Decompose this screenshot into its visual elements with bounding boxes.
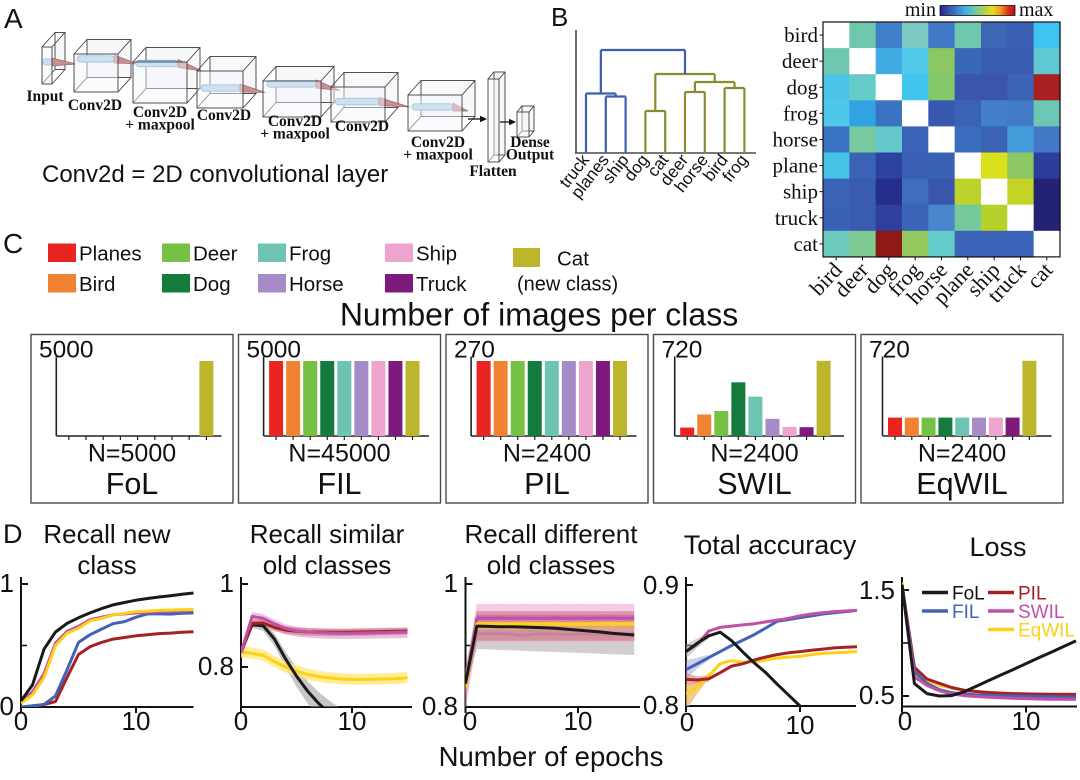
- svg-text:0.5: 0.5: [859, 680, 895, 710]
- svg-text:5000: 5000: [247, 337, 302, 364]
- svg-text:C: C: [3, 228, 23, 259]
- svg-text:frog: frog: [783, 101, 818, 125]
- svg-text:FIL: FIL: [317, 467, 361, 501]
- svg-text:Conv2D: Conv2D: [268, 113, 322, 130]
- svg-text:Total accuracy: Total accuracy: [684, 530, 857, 560]
- svg-text:Output: Output: [506, 147, 555, 164]
- svg-text:max: max: [1019, 0, 1053, 21]
- svg-text:10: 10: [564, 706, 593, 736]
- svg-text:+ maxpool: + maxpool: [403, 147, 473, 164]
- svg-text:Ship: Ship: [416, 243, 457, 266]
- svg-text:Truck: Truck: [416, 273, 467, 296]
- svg-text:Conv2d = 2D convolutional laye: Conv2d = 2D convolutional layer: [42, 161, 388, 188]
- svg-text:D: D: [3, 519, 23, 549]
- svg-text:N=2400: N=2400: [503, 440, 591, 468]
- svg-text:Recall different: Recall different: [465, 519, 639, 549]
- svg-text:Planes: Planes: [79, 243, 142, 266]
- svg-text:Frog: Frog: [289, 243, 331, 266]
- svg-text:0: 0: [463, 706, 477, 736]
- svg-text:SWIL: SWIL: [1018, 602, 1064, 623]
- svg-text:truck: truck: [775, 206, 819, 230]
- svg-text:1.5: 1.5: [859, 575, 895, 605]
- svg-text:0: 0: [0, 691, 14, 721]
- svg-text:Conv2D: Conv2D: [197, 107, 251, 124]
- svg-text:0.8: 0.8: [643, 690, 679, 720]
- svg-text:(new class): (new class): [517, 274, 618, 296]
- svg-text:N=2400: N=2400: [918, 440, 1006, 468]
- svg-text:Horse: Horse: [289, 273, 344, 296]
- svg-text:cat: cat: [794, 232, 819, 256]
- svg-text:bird: bird: [784, 23, 818, 47]
- svg-text:horse: horse: [773, 127, 819, 151]
- svg-text:270: 270: [454, 337, 495, 364]
- svg-text:5000: 5000: [39, 337, 94, 364]
- svg-text:720: 720: [662, 337, 703, 364]
- svg-text:Number of epochs: Number of epochs: [439, 741, 664, 772]
- svg-text:PIL: PIL: [1018, 584, 1047, 605]
- svg-text:N=45000: N=45000: [288, 440, 390, 468]
- svg-text:Conv2D: Conv2D: [133, 104, 187, 121]
- svg-text:dog: dog: [787, 75, 819, 99]
- svg-text:FIL: FIL: [952, 602, 979, 623]
- svg-text:10: 10: [786, 710, 815, 740]
- svg-text:Deer: Deer: [193, 243, 238, 266]
- svg-text:Input: Input: [26, 88, 64, 105]
- svg-text:0: 0: [14, 706, 28, 736]
- svg-text:Conv2D: Conv2D: [411, 134, 465, 151]
- svg-text:Recall similar: Recall similar: [250, 519, 405, 549]
- svg-text:Flatten: Flatten: [469, 163, 517, 180]
- svg-text:SWIL: SWIL: [717, 467, 792, 501]
- svg-text:old classes: old classes: [487, 550, 616, 580]
- svg-text:Number of images per class: Number of images per class: [340, 297, 738, 333]
- svg-text:0.9: 0.9: [643, 570, 679, 600]
- svg-text:A: A: [4, 3, 23, 34]
- svg-text:+ maxpool: + maxpool: [125, 117, 195, 134]
- svg-text:B: B: [551, 2, 568, 32]
- svg-text:+ maxpool: + maxpool: [260, 126, 330, 143]
- svg-text:plane: plane: [773, 154, 818, 178]
- svg-text:PIL: PIL: [524, 467, 570, 501]
- svg-text:EqWIL: EqWIL: [1018, 621, 1075, 642]
- svg-text:0.8: 0.8: [422, 691, 458, 721]
- svg-text:deer: deer: [782, 49, 818, 73]
- svg-text:10: 10: [1012, 706, 1041, 736]
- svg-text:10: 10: [122, 706, 151, 736]
- svg-text:ship: ship: [783, 180, 818, 204]
- svg-text:Conv2D: Conv2D: [68, 97, 122, 114]
- svg-text:N=5000: N=5000: [88, 440, 176, 468]
- svg-text:0.8: 0.8: [198, 651, 234, 681]
- svg-text:1: 1: [0, 568, 14, 598]
- svg-text:class: class: [77, 550, 136, 580]
- svg-text:FoL: FoL: [106, 467, 159, 501]
- svg-text:0: 0: [680, 707, 694, 737]
- svg-text:0: 0: [898, 706, 912, 736]
- svg-text:Dog: Dog: [193, 273, 231, 296]
- svg-text:0: 0: [234, 706, 248, 736]
- svg-text:1: 1: [220, 568, 234, 598]
- svg-text:Bird: Bird: [79, 273, 115, 296]
- svg-text:min: min: [905, 0, 936, 21]
- svg-text:FoL: FoL: [952, 584, 985, 605]
- svg-text:N=2400: N=2400: [710, 440, 798, 468]
- svg-text:Cat: Cat: [557, 248, 589, 271]
- svg-text:Loss: Loss: [969, 532, 1026, 562]
- svg-text:EqWIL: EqWIL: [916, 467, 1008, 501]
- svg-text:10: 10: [338, 706, 367, 736]
- svg-text:720: 720: [869, 337, 910, 364]
- svg-text:old classes: old classes: [263, 550, 392, 580]
- svg-text:1: 1: [444, 568, 458, 598]
- svg-text:Dense: Dense: [510, 134, 550, 151]
- svg-text:Conv2D: Conv2D: [335, 118, 389, 135]
- svg-text:Recall new: Recall new: [43, 519, 170, 549]
